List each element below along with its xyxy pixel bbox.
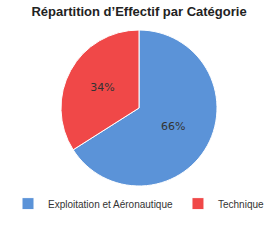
svg-text:Répartition d’Effectif par Cat: Répartition d’Effectif par Catégorie	[31, 4, 246, 19]
svg-text:Technique: Technique	[218, 199, 264, 210]
svg-text:Exploitation et Aéronautique: Exploitation et Aéronautique	[48, 199, 173, 210]
svg-text:66%: 66%	[161, 120, 185, 133]
svg-text:34%: 34%	[90, 81, 114, 94]
